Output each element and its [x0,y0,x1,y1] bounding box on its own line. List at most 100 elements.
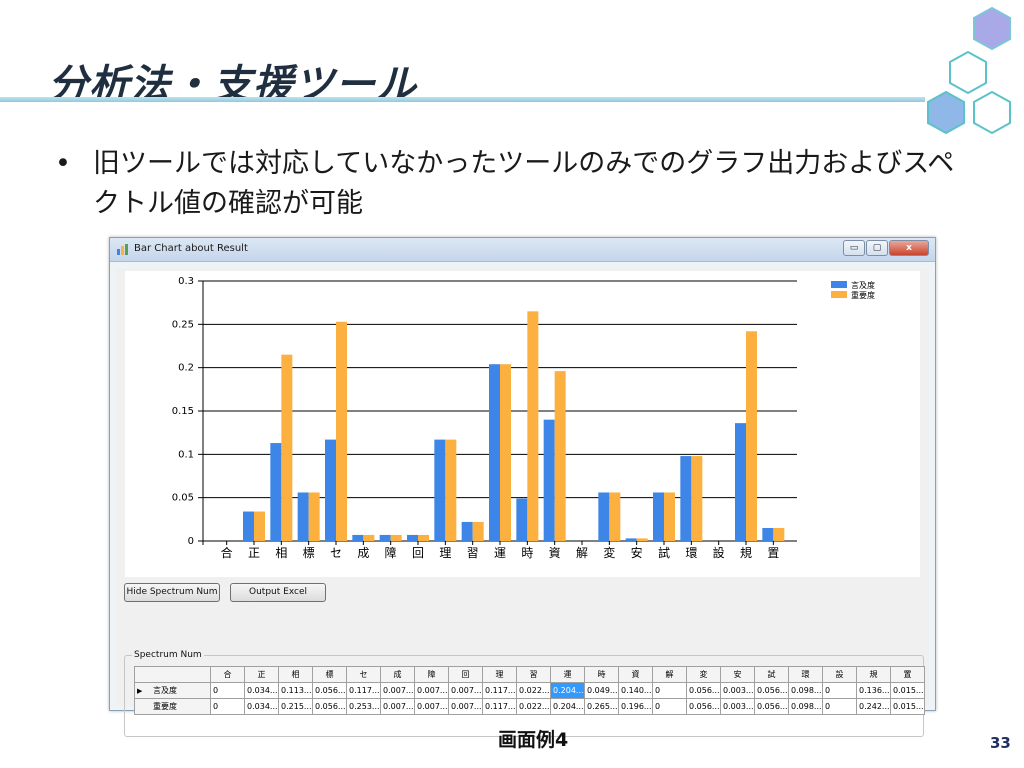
grid-row-header[interactable]: ▶ 言及度 [134,682,211,699]
bar-chart: 0 0.05 0.1 0.15 0.2 0.25 0.3 合 正 相 標 セ 成 障 回 理 習 運 時 資 解 変 安試 環… [172,276,875,560]
grid-cell[interactable]: 0.136... [856,682,891,699]
grid-column-header[interactable]: 合 [210,666,245,683]
grid-cell[interactable]: 0.056... [686,698,721,715]
bar-mention [680,456,692,541]
bar-importance [254,511,265,541]
bar-importance [445,439,457,541]
grid-row[interactable]: 重要度 0 0.034... 0.215... 0.056... 0.253... 0.00… [134,698,925,715]
grid-column-header[interactable]: 解 [652,666,687,683]
y-tick-label: 0.05 [172,493,194,504]
grid-cell[interactable]: 0.034... [244,682,279,699]
bar-mention [352,534,364,541]
grid-cell[interactable]: 0.098... [788,682,823,699]
grid-cell[interactable]: 0.056... [312,698,347,715]
grid-cell[interactable]: 0.003... [720,698,755,715]
grid-cell[interactable]: 0.242... [856,698,891,715]
minimize-button[interactable]: ▭ [843,240,865,256]
grid-column-header[interactable]: 規 [856,666,891,683]
x-tick-label: 規 [740,545,752,560]
spectrum-grid[interactable]: 合正相標セ成障回理習運時資解変安試環設規置 ▶ 言及度 0 0.034... 0.113… [134,666,925,715]
maximize-button[interactable]: ▢ [866,240,888,256]
current-row-marker: ▶ [137,687,143,695]
grid-cell[interactable]: 0.007... [414,682,449,699]
grid-cell[interactable]: 0.007... [448,682,483,699]
grid-column-header[interactable]: 設 [822,666,857,683]
grid-cell[interactable]: 0.022... [516,698,551,715]
grid-cell[interactable]: 0 [652,682,687,699]
grid-column-header[interactable]: 回 [448,666,483,683]
grid-column-header[interactable]: 理 [482,666,517,683]
x-tick-label: 習 [467,546,479,560]
grid-cell[interactable]: 0.022... [516,682,551,699]
bar-mention [516,498,528,541]
x-tick-label: 解 [576,546,588,560]
grid-column-header[interactable]: 資 [618,666,653,683]
grid-cell[interactable]: 0.117... [346,682,381,699]
grid-cell[interactable]: 0.056... [686,682,721,699]
grid-cell[interactable]: 0.007... [380,698,415,715]
window-body: 0 0.05 0.1 0.15 0.2 0.25 0.3 合正相標セ成障回理習運時資解変安試環… [116,268,929,737]
grid-column-header[interactable]: 試 [754,666,789,683]
grid-row-header[interactable]: 重要度 [134,698,211,715]
grid-cell[interactable]: 0.117... [482,682,517,699]
grid-cell[interactable]: 0.140... [618,682,653,699]
x-tick-label: 設 [713,545,725,560]
grid-column-header[interactable]: 変 [686,666,721,683]
window-titlebar[interactable]: Bar Chart about Result ▭ ▢ x [110,238,935,262]
grid-column-header[interactable]: 安 [720,666,755,683]
grid-cell[interactable]: 0.253... [346,698,381,715]
grid-cell[interactable]: 0.117... [482,698,517,715]
grid-cell[interactable]: 0.049... [584,682,619,699]
grid-column-header[interactable]: 環 [788,666,823,683]
grid-column-header[interactable]: セ [346,666,381,683]
grid-column-header[interactable]: 障 [414,666,449,683]
close-button[interactable]: x [889,240,929,256]
grid-column-header[interactable]: 相 [278,666,313,683]
grid-cell[interactable]: 0.056... [312,682,347,699]
grid-cell[interactable]: 0.015... [890,698,925,715]
grid-cell[interactable]: 0 [652,698,687,715]
bar-mention [653,492,664,541]
grid-column-header[interactable]: 習 [516,666,551,683]
grid-cell[interactable]: 0.113... [278,682,313,699]
grid-column-header[interactable]: 標 [312,666,347,683]
grid-column-header[interactable]: 成 [380,666,415,683]
bar-importance [308,492,320,541]
grid-column-header[interactable]: 運 [550,666,585,683]
grid-cell[interactable]: 0.007... [380,682,415,699]
legend-label: 重要度 [851,290,875,300]
grid-cell[interactable]: 0.007... [448,698,483,715]
grid-cell[interactable]: 0.196... [618,698,653,715]
bar-mention [434,439,446,541]
grid-column-header[interactable]: 時 [584,666,619,683]
grid-cell[interactable]: 0 [210,682,245,699]
grid-cell[interactable]: 0 [822,698,857,715]
grid-cell[interactable]: 0.015... [890,682,925,699]
grid-cell[interactable]: 0.034... [244,698,279,715]
grid-cell[interactable]: 0.265... [584,698,619,715]
legend-swatch [831,281,847,288]
grid-cell[interactable]: 0.204... [550,682,585,699]
x-tick-label: 試 [658,545,670,560]
grid-cell[interactable]: 0.056... [754,698,789,715]
output-excel-button[interactable]: Output Excel [230,583,326,602]
x-tick-label: 正 [248,546,260,560]
grid-cell[interactable]: 0.003... [720,682,755,699]
x-tick-label: 成 [357,546,369,560]
bar-importance [691,456,703,541]
grid-cell[interactable]: 0.098... [788,698,823,715]
grid-cell[interactable]: 0.007... [414,698,449,715]
grid-row[interactable]: ▶ 言及度 0 0.034... 0.113... 0.056... 0.117... 0.0… [134,682,925,699]
grid-row-label: 言及度 [153,686,177,695]
bar-mention [297,492,309,541]
grid-cell[interactable]: 0.056... [754,682,789,699]
grid-column-header[interactable]: 正 [244,666,279,683]
hide-spectrum-button[interactable]: Hide Spectrum Num [124,583,220,602]
bar-importance [609,492,621,541]
grid-cell[interactable]: 0.215... [278,698,313,715]
grid-cell[interactable]: 0.204... [550,698,585,715]
grid-cell[interactable]: 0 [210,698,245,715]
grid-cell[interactable]: 0 [822,682,857,699]
bar-mention [489,364,500,541]
grid-column-header[interactable]: 置 [890,666,925,683]
